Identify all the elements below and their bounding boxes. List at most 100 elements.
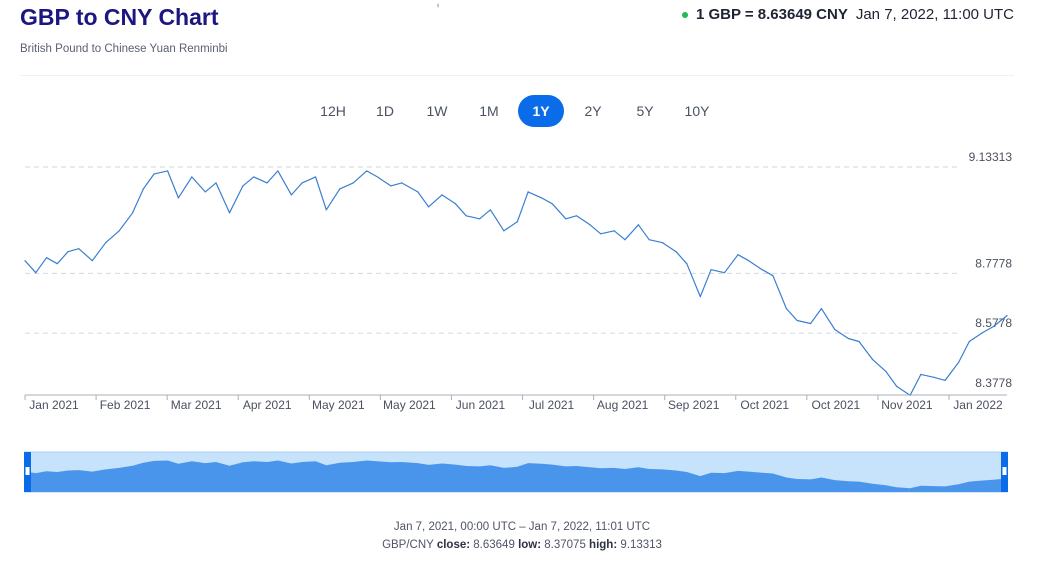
data-point [215,182,217,184]
data-point [648,239,650,241]
data-point [589,224,591,226]
range-navigator[interactable] [24,451,1008,493]
data-point [24,260,26,262]
tab-12h[interactable]: 12H [320,103,346,119]
low-value: 8.37075 [544,539,586,551]
data-point [314,176,317,178]
navigator-area [25,460,1007,492]
data-point [551,203,553,205]
tab-5y[interactable]: 5Y [636,103,654,119]
data-point [637,224,640,226]
data-point [204,191,206,193]
data-point [600,233,602,235]
data-point [957,361,960,364]
data-point [401,182,403,184]
data-point [352,182,354,184]
data-point [527,191,529,193]
live-status-icon [681,11,688,18]
data-point [142,188,144,190]
data-point [132,212,134,214]
data-point [858,340,860,343]
x-tick-label: Feb 2021 [100,398,151,412]
data-point [686,263,688,265]
data-point [723,272,726,274]
data-point [896,385,898,387]
tab-1m[interactable]: 1M [479,103,499,119]
date-range: Jan 7, 2021, 00:00 UTC – Jan 7, 2022, 11… [393,521,651,533]
x-tick-label: Sep 2021 [668,398,720,412]
data-point [885,370,887,372]
handle-grip-icon [1002,467,1007,475]
data-point [503,230,505,232]
data-point [675,251,677,253]
data-point [78,248,80,250]
data-point [785,307,787,310]
range-tabs: 12H 1D 1W 1M 1Y 2Y 5Y 10Y [310,95,720,127]
data-point [1006,314,1008,317]
data-point [376,176,379,178]
data-point [301,182,303,184]
high-label: high: [589,539,618,551]
x-tick-label: May 2021 [383,398,436,412]
live-rate: 1 GBP = 8.63649 CNY Jan 7, 2022, 11:00 U… [681,6,1014,23]
x-tick-label: Mar 2021 [171,398,222,412]
data-point [253,176,255,178]
data-point [737,254,739,256]
data-point [624,239,626,241]
data-point [35,272,37,274]
data-point [427,206,430,208]
data-point [67,251,69,253]
x-tick-label: May 2021 [312,398,365,412]
data-point [847,337,849,340]
close-value: 8.63649 [473,539,515,551]
tab-2y[interactable]: 2Y [584,103,602,119]
data-point [772,275,774,277]
tab-10y[interactable]: 10Y [684,103,710,119]
handle-grip-icon [25,467,30,475]
rate-value: 1 GBP = 8.63649 CNY [695,6,848,23]
data-point [454,203,457,205]
data-point [982,331,984,334]
data-point [613,230,615,232]
data-point [166,170,169,172]
tab-1y[interactable]: 1Y [518,95,564,127]
y-tick-label: 8.5778 [975,316,1012,330]
data-point [277,170,279,172]
x-tick-label: Jun 2021 [456,398,506,412]
x-tick-label: Jan 2021 [29,398,79,412]
data-point [662,242,664,244]
stats-line: GBP/CNY close: 8.63649 low: 8.37075 high… [0,536,1044,554]
data-point [105,242,107,244]
data-point [441,194,443,196]
drag-handle-icon: ◐ [436,0,442,10]
data-point [810,322,812,325]
data-point [479,218,481,220]
data-point [325,209,327,211]
data-point [575,215,578,217]
data-point [834,328,836,331]
data-point [933,376,935,378]
x-tick-label: Nov 2021 [881,398,933,412]
chart-grid [25,166,960,334]
tab-1d[interactable]: 1D [376,103,394,119]
x-tick-label: Oct 2021 [811,398,860,412]
data-point [540,197,543,199]
x-tick-label: Jul 2021 [529,398,575,412]
low-label: low: [518,539,542,551]
rate-timestamp: Jan 7, 2022, 11:00 UTC [855,6,1014,23]
data-point [56,263,58,265]
x-tick-label: Oct 2021 [740,398,789,412]
data-point [796,319,798,322]
data-point [761,269,763,271]
x-tick-label: Aug 2021 [597,398,649,412]
data-point [153,173,155,175]
data-point [366,170,368,172]
data-point [699,295,701,298]
data-point [710,269,712,271]
tab-1w[interactable]: 1W [426,103,448,119]
data-point [118,230,120,232]
data-point [516,221,518,223]
data-point [191,176,193,178]
page-subtitle: British Pound to Chinese Yuan Renminbi [20,43,228,55]
